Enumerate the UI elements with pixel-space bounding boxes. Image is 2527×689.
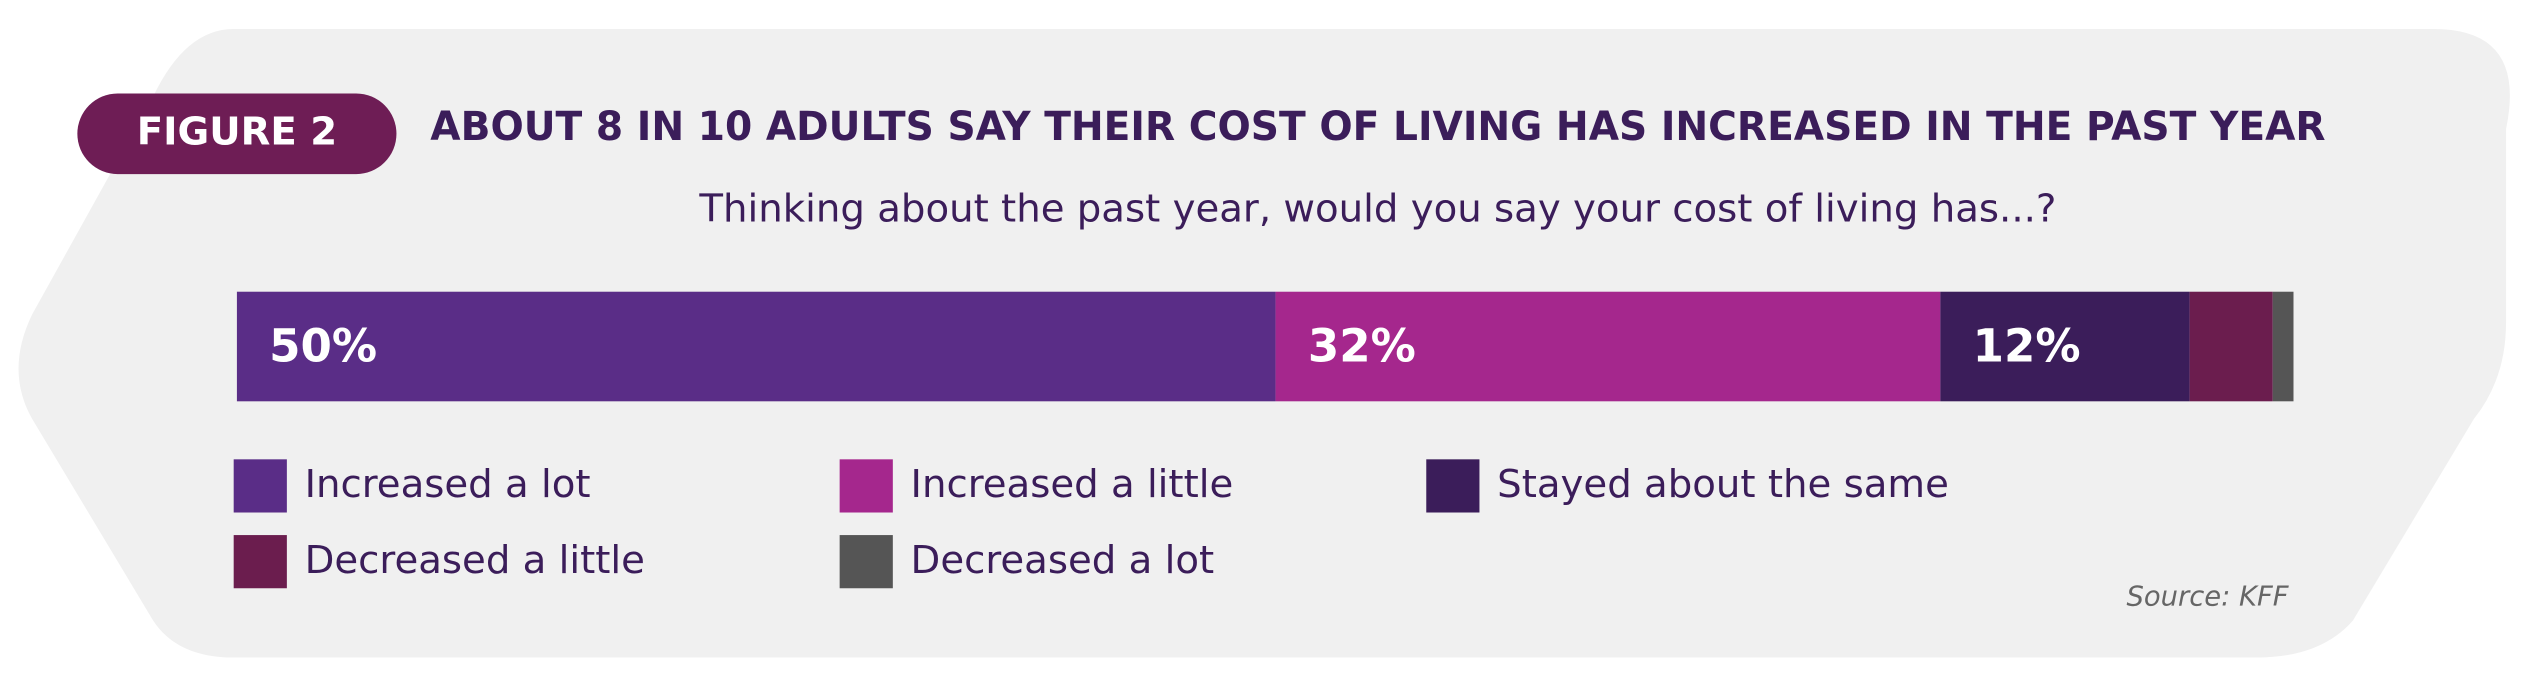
legend-swatch [233,459,287,513]
bar-segment [1275,291,1941,402]
legend-swatch [233,535,287,589]
value-label: 12% [1973,320,2081,373]
value-label: 32% [1308,320,1416,373]
bar-segment [236,291,1276,402]
bar-segment [1940,291,2190,402]
chart-subtitle: Thinking about the past year, would you … [698,187,2056,232]
legend-label: Decreased a lot [911,538,1215,583]
bar-segment [2272,291,2294,402]
chart-title: ABOUT 8 IN 10 ADULTS SAY THEIR COST OF L… [430,103,2325,150]
legend-label: Decreased a little [305,538,645,583]
legend-label: Increased a lot [305,462,591,507]
source: Source: KFF [2126,581,2289,612]
figure-badge [77,93,397,175]
bar-segment [2189,291,2273,402]
legend-swatch [839,535,893,589]
legend-label: Stayed about the same [1497,462,1949,507]
legend-label: Increased a little [911,462,1234,507]
badge-text: FIGURE 2 [137,109,337,154]
legend-swatch [839,459,893,513]
legend-swatch [1426,459,1480,513]
value-label: 50% [269,320,377,373]
